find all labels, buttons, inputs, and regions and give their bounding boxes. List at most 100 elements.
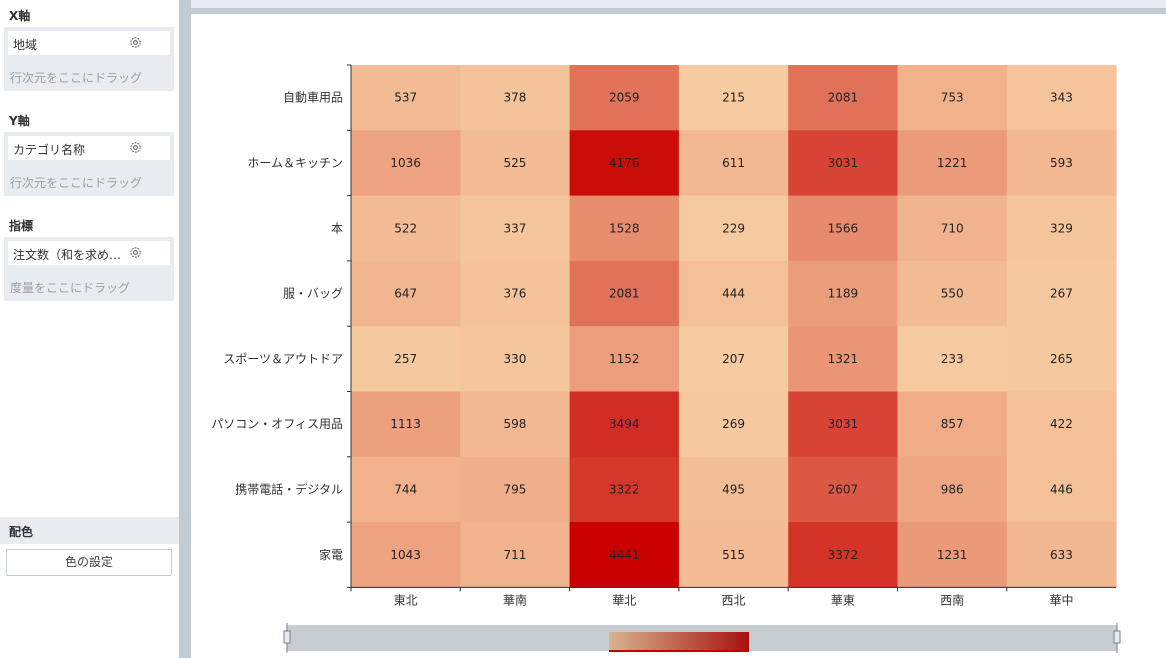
x-axis-dropzone[interactable]: 地域 行次元をここにドラッグ — [4, 27, 174, 91]
heatmap-cell[interactable] — [678, 130, 789, 197]
heatmap-cell[interactable] — [678, 195, 789, 262]
heatmap-cell[interactable] — [351, 456, 461, 523]
heatmap-cell[interactable] — [460, 195, 571, 262]
cell-value-label: 2059 — [609, 91, 640, 105]
heatmap-cell[interactable] — [1006, 130, 1117, 197]
heatmap-cell[interactable] — [351, 391, 461, 458]
heatmap-cell[interactable] — [788, 522, 898, 588]
heatmap-cell[interactable] — [897, 195, 1008, 262]
heatmap-cell[interactable] — [351, 130, 461, 197]
x-tick-label: 西北 — [722, 593, 746, 607]
heatmap-cell[interactable] — [460, 456, 571, 523]
heatmap-cell[interactable] — [897, 391, 1008, 458]
cell-value-label: 3031 — [828, 417, 859, 431]
legend-handle[interactable] — [1113, 630, 1121, 644]
y-tick-label: 自動車用品 — [283, 91, 343, 105]
x-axis-field-label: 地域 — [13, 38, 38, 52]
heatmap-cell[interactable] — [897, 65, 1008, 131]
heatmap-cell[interactable] — [460, 391, 571, 458]
heatmap-cell[interactable] — [351, 326, 461, 392]
metric-dropzone[interactable]: 注文数（和を求め… 度量をここにドラッグ — [4, 237, 174, 301]
cell-value-label: 1528 — [609, 221, 640, 235]
y-axis-field-chip[interactable]: カテゴリ名称 — [8, 136, 170, 160]
heatmap-cell[interactable] — [788, 391, 898, 458]
cell-value-label: 257 — [394, 352, 417, 366]
heatmap-cell[interactable] — [788, 456, 898, 523]
cell-value-label: 4176 — [609, 156, 640, 170]
cell-value-label: 522 — [394, 221, 417, 235]
heatmap-cell[interactable] — [678, 456, 789, 523]
cell-value-label: 3494 — [609, 417, 640, 431]
cell-value-label: 446 — [1050, 482, 1073, 496]
heatmap-cell[interactable] — [569, 260, 680, 327]
heatmap-cell[interactable] — [351, 260, 461, 327]
heatmap-cell[interactable] — [897, 130, 1008, 197]
legend-range-indicator — [609, 650, 749, 652]
heatmap-cell[interactable] — [788, 65, 898, 131]
heatmap-cell[interactable] — [678, 391, 789, 458]
legend-handle[interactable] — [283, 630, 291, 644]
color-settings-button[interactable]: 色の設定 — [6, 549, 172, 576]
heatmap-cell[interactable] — [678, 65, 789, 131]
cell-value-label: 1189 — [828, 287, 859, 301]
heatmap-cell[interactable] — [1006, 391, 1117, 458]
heatmap-cell[interactable] — [460, 65, 571, 131]
heatmap-cell[interactable] — [897, 522, 1008, 588]
metric-field-chip[interactable]: 注文数（和を求め… — [8, 241, 170, 265]
cell-value-label: 1221 — [937, 156, 968, 170]
heatmap-cell[interactable] — [788, 326, 898, 392]
y-axis-dropzone[interactable]: カテゴリ名称 行次元をここにドラッグ — [4, 132, 174, 196]
heatmap-cell[interactable] — [351, 522, 461, 588]
heatmap-cell[interactable] — [1006, 195, 1117, 262]
heatmap-cell[interactable] — [460, 130, 571, 197]
heatmap-cell[interactable] — [1006, 260, 1117, 327]
heatmap-cell[interactable] — [897, 456, 1008, 523]
heatmap-cell[interactable] — [788, 260, 898, 327]
gear-icon[interactable] — [129, 141, 142, 154]
color-section-title: 配色 — [9, 525, 34, 539]
metric-title: 指標 — [9, 219, 34, 233]
cell-value-label: 647 — [394, 287, 417, 301]
heatmap-cell[interactable] — [1006, 65, 1117, 131]
heatmap-cell[interactable] — [1006, 522, 1117, 588]
heatmap-cell[interactable] — [1006, 456, 1117, 523]
heatmap-cell[interactable] — [460, 522, 571, 588]
heatmap-cell[interactable] — [1006, 326, 1117, 392]
heatmap-cell[interactable] — [569, 326, 680, 392]
cell-value-label: 1036 — [390, 156, 421, 170]
chart-area: 537 378 2059 215 2081 753 343 1036 525 4176 611 303… — [191, 14, 1166, 658]
gear-icon[interactable] — [129, 36, 142, 49]
heatmap-cell[interactable] — [569, 391, 680, 458]
cell-value-label: 207 — [722, 352, 745, 366]
heatmap-cell[interactable] — [569, 456, 680, 523]
heatmap-cell[interactable] — [569, 65, 680, 131]
heatmap-cell[interactable] — [460, 326, 571, 392]
x-tick-label: 東北 — [394, 593, 418, 607]
heatmap-cell[interactable] — [897, 260, 1008, 327]
heatmap-cell[interactable] — [569, 130, 680, 197]
y-tick-label: ホーム＆キッチン — [247, 156, 343, 170]
y-tick-label: スポーツ＆アウトドア — [223, 352, 343, 366]
panel-divider[interactable] — [179, 0, 191, 658]
heatmap-cell[interactable] — [788, 130, 898, 197]
heatmap-cell[interactable] — [569, 522, 680, 588]
cell-value-label: 343 — [1050, 91, 1073, 105]
cell-value-label: 1113 — [390, 417, 421, 431]
heatmap-cell[interactable] — [351, 195, 461, 262]
gear-icon[interactable] — [129, 246, 142, 259]
heatmap-cell[interactable] — [678, 326, 789, 392]
cell-value-label: 1231 — [937, 548, 968, 562]
heatmap-cell[interactable] — [460, 260, 571, 327]
y-axis-drop-hint: 行次元をここにドラッグ — [10, 176, 143, 190]
heatmap-cell[interactable] — [788, 195, 898, 262]
heatmap-cell[interactable] — [569, 195, 680, 262]
y-axis-field-label: カテゴリ名称 — [13, 143, 86, 157]
x-axis-field-chip[interactable]: 地域 — [8, 31, 170, 55]
cell-value-label: 233 — [941, 352, 964, 366]
cell-value-label: 376 — [503, 287, 526, 301]
heatmap-cell[interactable] — [897, 326, 1008, 392]
heatmap-cell[interactable] — [678, 522, 789, 588]
heatmap-cell[interactable] — [351, 65, 461, 131]
y-tick-label: 家電 — [319, 547, 343, 562]
heatmap-cell[interactable] — [678, 260, 789, 327]
